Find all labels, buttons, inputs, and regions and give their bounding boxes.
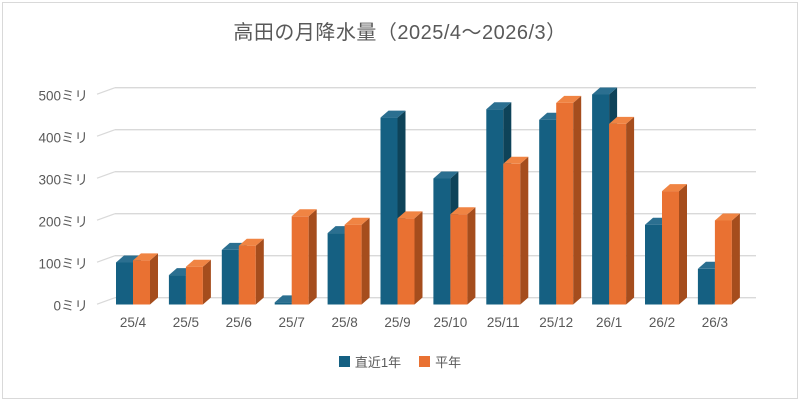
bar-0-3 — [274, 302, 292, 305]
x-axis-label: 25/12 — [539, 315, 573, 330]
bar-top-1-3 — [291, 209, 317, 217]
bar-0-6 — [433, 178, 451, 305]
chart-title: 高田の月降水量（2025/4～2026/3） — [233, 22, 567, 44]
bar-side-1-9 — [626, 116, 635, 305]
x-axis-label: 26/2 — [649, 315, 675, 330]
y-axis-tick — [96, 213, 116, 221]
x-axis-label: 25/10 — [434, 315, 468, 330]
bar-0-11 — [697, 268, 715, 305]
legend-item: 直近1年 — [338, 352, 402, 371]
bar-top-1-8 — [556, 95, 582, 103]
legend-label: 平年 — [435, 355, 462, 370]
y-axis-label: 200ミリ — [38, 215, 88, 230]
bar-top-0-5 — [380, 110, 406, 118]
chart-legend: 直近1年 平年 — [0, 352, 800, 371]
bar-top-1-0 — [133, 253, 158, 261]
bar-side-1-3 — [308, 209, 317, 305]
legend-item: 平年 — [419, 352, 461, 371]
bar-side-1-6 — [467, 207, 476, 305]
bar-1-10 — [662, 191, 679, 305]
bar-1-7 — [503, 163, 521, 305]
legend-swatch-icon — [419, 356, 431, 367]
x-axis-label: 25/7 — [279, 315, 305, 330]
bar-0-4 — [327, 233, 345, 305]
legend-swatch-icon — [338, 356, 350, 367]
bar-0-5 — [380, 117, 398, 305]
bar-side-1-8 — [573, 95, 582, 305]
bar-1-0 — [133, 260, 150, 305]
bar-1-6 — [450, 214, 468, 305]
x-axis-label: 25/5 — [173, 315, 199, 330]
bar-0-0 — [116, 262, 133, 305]
y-axis-label: 500ミリ — [38, 89, 88, 104]
bar-0-9 — [592, 94, 610, 305]
bar-top-1-4 — [344, 217, 370, 225]
y-axis-label: 400ミリ — [38, 131, 88, 146]
y-axis-tick — [96, 129, 116, 137]
bar-1-5 — [397, 218, 415, 305]
bar-0-2 — [221, 249, 239, 305]
bar-side-1-11 — [731, 213, 740, 305]
bar-side-1-10 — [679, 184, 687, 305]
bar-1-3 — [291, 216, 309, 305]
bar-side-1-4 — [361, 217, 370, 305]
bar-top-1-5 — [397, 211, 423, 219]
bar-1-2 — [238, 245, 256, 305]
bar-0-7 — [486, 109, 504, 305]
bar-top-1-11 — [714, 213, 740, 221]
bar-1-4 — [344, 224, 362, 305]
bar-top-0-7 — [486, 102, 512, 110]
bar-1-8 — [556, 102, 574, 305]
bar-side-1-0 — [150, 253, 158, 305]
x-axis-label: 26/3 — [702, 315, 728, 330]
bar-side-1-1 — [202, 259, 211, 305]
bar-side-1-5 — [414, 211, 423, 305]
legend-label: 直近1年 — [354, 355, 402, 370]
x-axis-label: 25/9 — [384, 315, 410, 330]
bar-side-1-7 — [520, 156, 529, 305]
bar-top-0-9 — [592, 87, 618, 95]
x-axis-label: 25/8 — [331, 315, 357, 330]
bar-side-1-2 — [255, 238, 264, 305]
bar-top-1-2 — [238, 238, 264, 246]
y-axis-tick — [96, 255, 116, 263]
x-axis-label: 25/11 — [487, 315, 520, 330]
bar-0-1 — [168, 275, 186, 305]
x-axis-label: 26/1 — [596, 315, 622, 330]
y-axis-label: 100ミリ — [38, 257, 88, 272]
y-axis-label: 300ミリ — [38, 173, 88, 188]
bar-1-1 — [185, 266, 203, 305]
bar-0-8 — [539, 119, 557, 305]
y-axis-label: 0ミリ — [53, 299, 88, 314]
x-axis-label: 25/4 — [120, 315, 147, 330]
bar-1-11 — [714, 220, 732, 305]
y-axis-tick — [96, 171, 116, 179]
y-axis-tick — [96, 297, 116, 305]
bar-1-9 — [609, 123, 627, 305]
bar-top-1-10 — [662, 184, 687, 192]
bar-top-1-9 — [609, 116, 635, 124]
bar-top-1-6 — [450, 207, 476, 215]
bar-top-1-1 — [185, 259, 211, 267]
bar-0-10 — [645, 224, 662, 305]
bar-top-1-7 — [503, 156, 529, 164]
y-axis-tick — [96, 87, 116, 95]
x-axis-label: 25/6 — [226, 315, 252, 330]
bar-top-0-6 — [433, 171, 459, 179]
